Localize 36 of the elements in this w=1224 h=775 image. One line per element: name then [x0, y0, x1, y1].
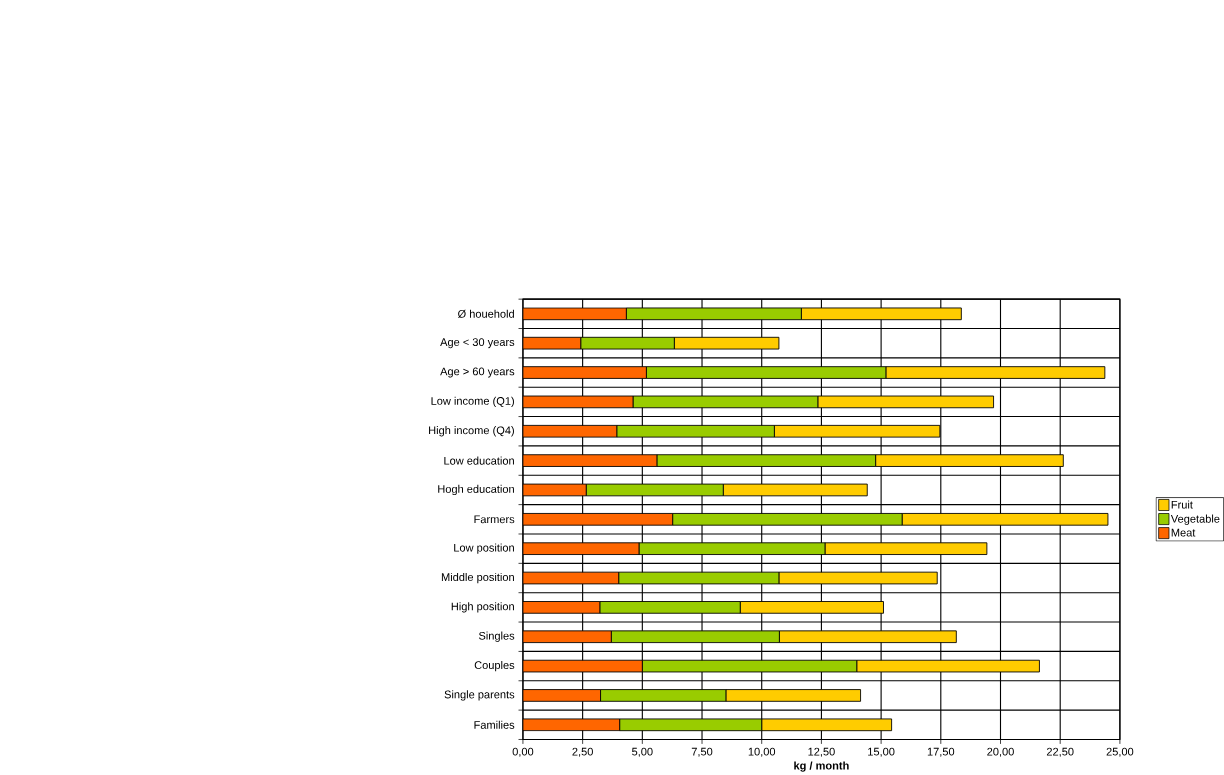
y-tick-label: Singles — [478, 631, 515, 642]
x-tick-label: 2,50 — [572, 747, 593, 757]
y-tick-label: Low education — [444, 456, 514, 465]
y-tick-label: Low position — [454, 543, 514, 554]
bar — [522, 688, 601, 702]
y-tick-label: Low income (Q1) — [431, 396, 514, 407]
x-tick-label: 22,50 — [1046, 747, 1074, 757]
y-tick-label: Families — [474, 720, 515, 729]
y-tick-label: Age > 60 years — [440, 367, 515, 378]
x-tick-label: 20,00 — [987, 747, 1014, 757]
bar — [522, 542, 640, 555]
x-tick-label: 5,00 — [632, 747, 653, 757]
x-tick-label: 25,00 — [1106, 747, 1134, 757]
x-tick-label: 10,00 — [748, 747, 776, 757]
bar — [522, 600, 601, 614]
y-tick-label: Single parents — [444, 690, 515, 701]
y-tick-label: Hogh education — [438, 484, 514, 495]
y-tick-label: Middle position — [441, 572, 514, 583]
y-tick-label: Farmers — [474, 515, 515, 523]
x-tick-label: 12,50 — [808, 747, 835, 757]
x-tick-label: 0,00 — [512, 747, 534, 757]
bar — [522, 366, 647, 379]
y-tick-label: High position — [451, 602, 514, 613]
bar — [522, 512, 674, 526]
legend-label: Fruit — [1171, 500, 1193, 509]
bar — [522, 454, 658, 467]
legend-label: Vegetable — [1170, 514, 1220, 525]
x-tick-label: 7,50 — [691, 747, 713, 757]
y-tick-label: Age < 30 years — [440, 337, 515, 348]
x-axis-title: kg / month — [794, 761, 849, 772]
legend-label: Meat — [1171, 528, 1196, 537]
y-tick-label: Couples — [474, 660, 515, 672]
y-tick-label: Ø houehold — [457, 309, 514, 318]
y-tick-label: High income (Q4) — [429, 425, 514, 437]
x-tick-label: 15,00 — [868, 747, 895, 757]
x-tick-label: 17,50 — [927, 747, 955, 757]
